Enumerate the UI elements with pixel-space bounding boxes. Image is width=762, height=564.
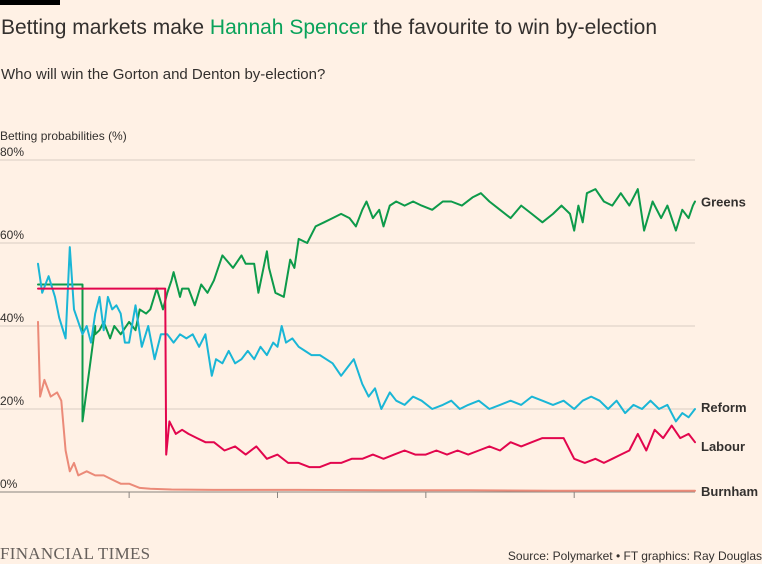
ft-top-bar (0, 0, 60, 5)
series-line-reform (37, 246, 696, 423)
title-after: the favourite to win by-election (367, 16, 658, 39)
y-tick-label: 20% (0, 394, 24, 408)
series-label-burnham: Burnham (701, 484, 758, 499)
y-tick-label: 60% (0, 228, 24, 242)
chart-title: Betting markets make Hannah Spencer the … (1, 16, 657, 40)
series-line-burnham (37, 320, 696, 492)
x-axis: 01 Feb 08 Feb 15 Feb 22 Feb (110, 492, 593, 505)
series-label-labour: Labour (701, 439, 745, 454)
x-tick-label: 01 Feb (110, 503, 148, 505)
series-label-greens: Greens (701, 195, 746, 210)
y-axis-label: Betting probabilities (%) (0, 129, 127, 143)
series-line-labour (37, 287, 696, 469)
series-label-reform: Reform (701, 400, 747, 415)
x-tick-label: 22 Feb (556, 503, 594, 505)
line-chart: 0% 20% 40% 60% 80% Greens Reform Labour Burnham… (0, 129, 758, 505)
title-highlight-name: Hannah Spencer (209, 16, 368, 39)
y-tick-label: 80% (0, 145, 24, 159)
gridlines: 0% 20% 40% 60% 80% (0, 145, 695, 493)
series-line-greens (37, 188, 696, 423)
source-note: Source: Polymarket • FT graphics: Ray Do… (507, 549, 762, 563)
title-before: Betting markets make (1, 16, 210, 39)
ft-brand-logo: FINANCIAL TIMES (0, 544, 151, 563)
series-labels: Greens Reform Labour Burnham (701, 195, 758, 499)
x-tick-label: 15 Feb (407, 503, 445, 505)
x-tick-label: 08 Feb (259, 503, 297, 505)
series-lines (37, 188, 696, 492)
y-tick-label: 40% (0, 311, 24, 325)
chart-subtitle: Who will win the Gorton and Denton by-el… (1, 66, 326, 83)
y-tick-label: 0% (0, 477, 18, 491)
